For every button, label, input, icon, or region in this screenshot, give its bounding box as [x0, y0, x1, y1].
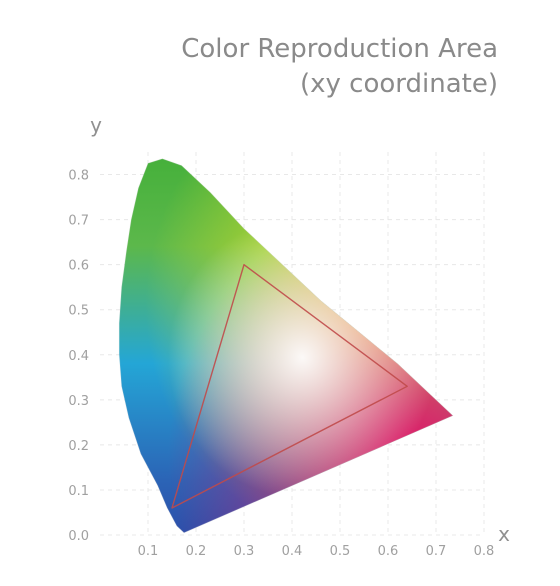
x-tick-label: 0.6 — [378, 544, 399, 559]
gamut-triangle — [171, 263, 408, 509]
y-tick-label: 0.5 — [68, 304, 89, 319]
spectral-locus-outline — [118, 158, 454, 534]
y-tick-label: 0.6 — [68, 259, 89, 274]
y-tick-label: 0.3 — [68, 394, 89, 409]
x-tick-label: 0.7 — [426, 544, 447, 559]
x-tick-labels: 0.1 0.2 0.3 0.4 0.5 0.6 0.7 0.8 — [138, 544, 495, 559]
y-axis-label: y — [90, 113, 102, 137]
y-tick-label: 0.4 — [68, 349, 89, 364]
chart-title: Color Reproduction Area (xy coordinate) — [181, 34, 498, 99]
x-tick-label: 0.1 — [138, 544, 159, 559]
y-tick-label: 0.2 — [68, 439, 89, 454]
x-tick-label: 0.3 — [234, 544, 255, 559]
title-line-2: (xy coordinate) — [300, 69, 498, 99]
x-tick-label: 0.5 — [330, 544, 351, 559]
x-tick-label: 0.8 — [474, 544, 495, 559]
x-tick-label: 0.4 — [282, 544, 303, 559]
x-tick-label: 0.2 — [186, 544, 207, 559]
y-tick-label: 0.1 — [68, 484, 89, 499]
y-tick-label: 0.7 — [68, 214, 89, 229]
y-tick-label: 0.8 — [68, 169, 89, 184]
title-line-1: Color Reproduction Area — [181, 34, 498, 64]
y-tick-labels: 0.0 0.1 0.2 0.3 0.4 0.5 0.6 0.7 0.8 — [68, 169, 89, 544]
y-tick-label: 0.0 — [68, 529, 89, 544]
x-axis-label: x — [498, 522, 510, 546]
